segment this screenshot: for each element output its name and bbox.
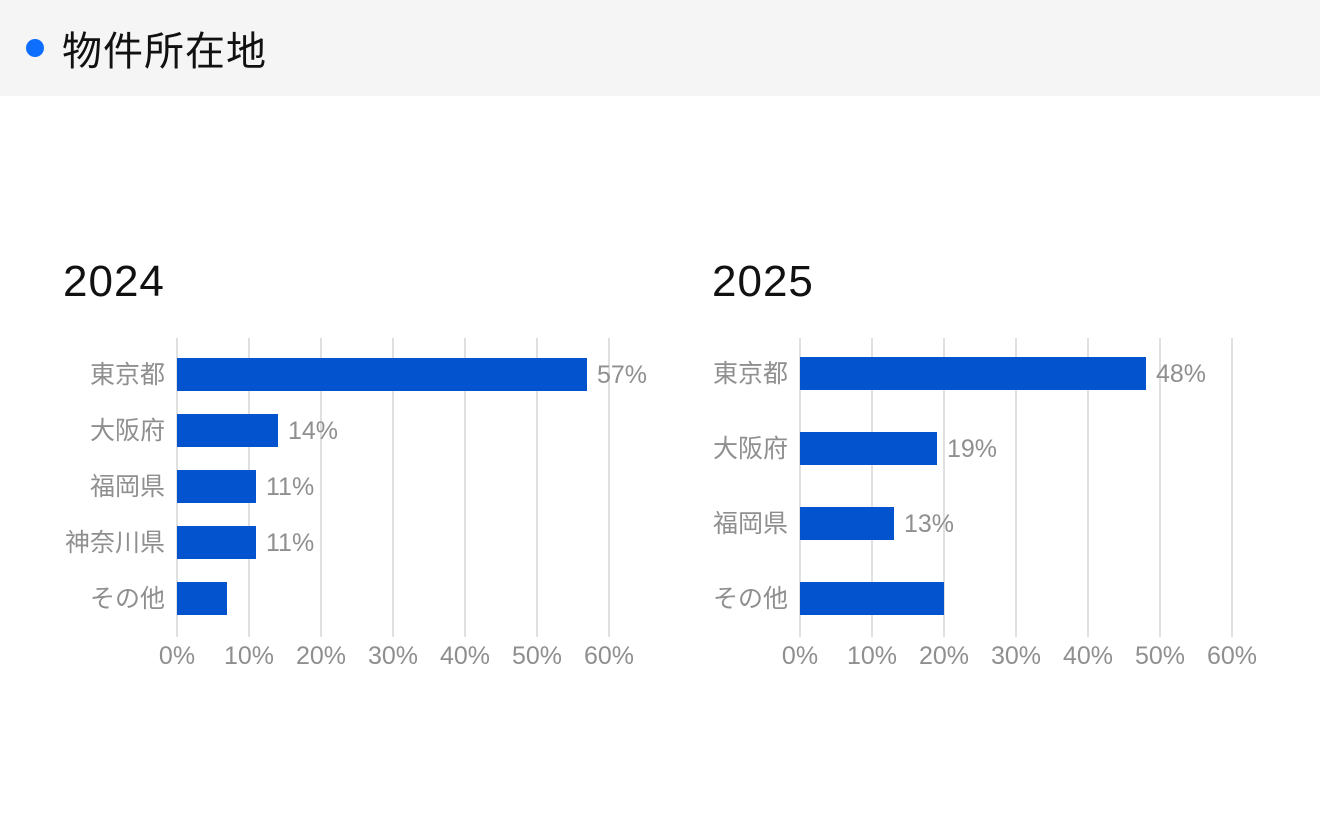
bar [177,414,278,447]
axis-tick-label: 10% [223,642,275,670]
bar [177,526,256,559]
axis-tick-label: 60% [583,642,635,670]
value-label: 11% [266,473,315,501]
category-label: 大阪府 [712,435,788,463]
gridline [871,338,873,637]
value-label: 57% [597,361,648,389]
section-title: 物件所在地 [62,30,267,74]
gridline [464,338,466,637]
value-label: 19% [947,435,998,463]
gridline [799,338,801,637]
axis-tick-label: 30% [990,642,1042,670]
axis-tick-label: 40% [439,642,491,670]
category-label: その他 [712,585,788,613]
axis-tick-label: 40% [1062,642,1114,670]
axis-tick-label: 0% [158,642,196,670]
value-label: 11% [266,529,315,557]
category-label: その他 [89,585,165,613]
category-label: 神奈川県 [64,529,165,557]
chart-title: 2025 [712,257,814,306]
gridline [536,338,538,637]
axis-tick-label: 10% [846,642,898,670]
category-label: 東京都 [89,361,165,389]
gridline [1087,338,1089,637]
gridline [392,338,394,637]
gridline [1231,338,1233,637]
category-label: 福岡県 [89,473,165,501]
bullet-icon [26,39,44,57]
gridline [1015,338,1017,637]
bar [177,470,256,503]
category-label: 福岡県 [712,510,788,538]
chart-title: 2024 [63,257,165,306]
bar [177,358,587,391]
value-label: 48% [1156,360,1207,388]
axis-tick-label: 30% [367,642,419,670]
category-label: 大阪府 [89,417,165,445]
value-label: 14% [288,417,339,445]
bar [800,582,944,615]
axis-tick-label: 0% [781,642,819,670]
axis-tick-label: 60% [1206,642,1258,670]
value-label: 13% [904,510,955,538]
gridline [608,338,610,637]
axis-tick-label: 50% [511,642,563,670]
axis-tick-label: 50% [1134,642,1186,670]
axis-tick-label: 20% [918,642,970,670]
gridline [943,338,945,637]
gridline [320,338,322,637]
bar [177,582,227,615]
category-label: 東京都 [712,360,788,388]
axis-tick-label: 20% [295,642,347,670]
bar [800,507,894,540]
bar [800,357,1146,390]
section-header: 物件所在地 [0,0,1320,96]
gridline [1159,338,1161,637]
bar [800,432,937,465]
